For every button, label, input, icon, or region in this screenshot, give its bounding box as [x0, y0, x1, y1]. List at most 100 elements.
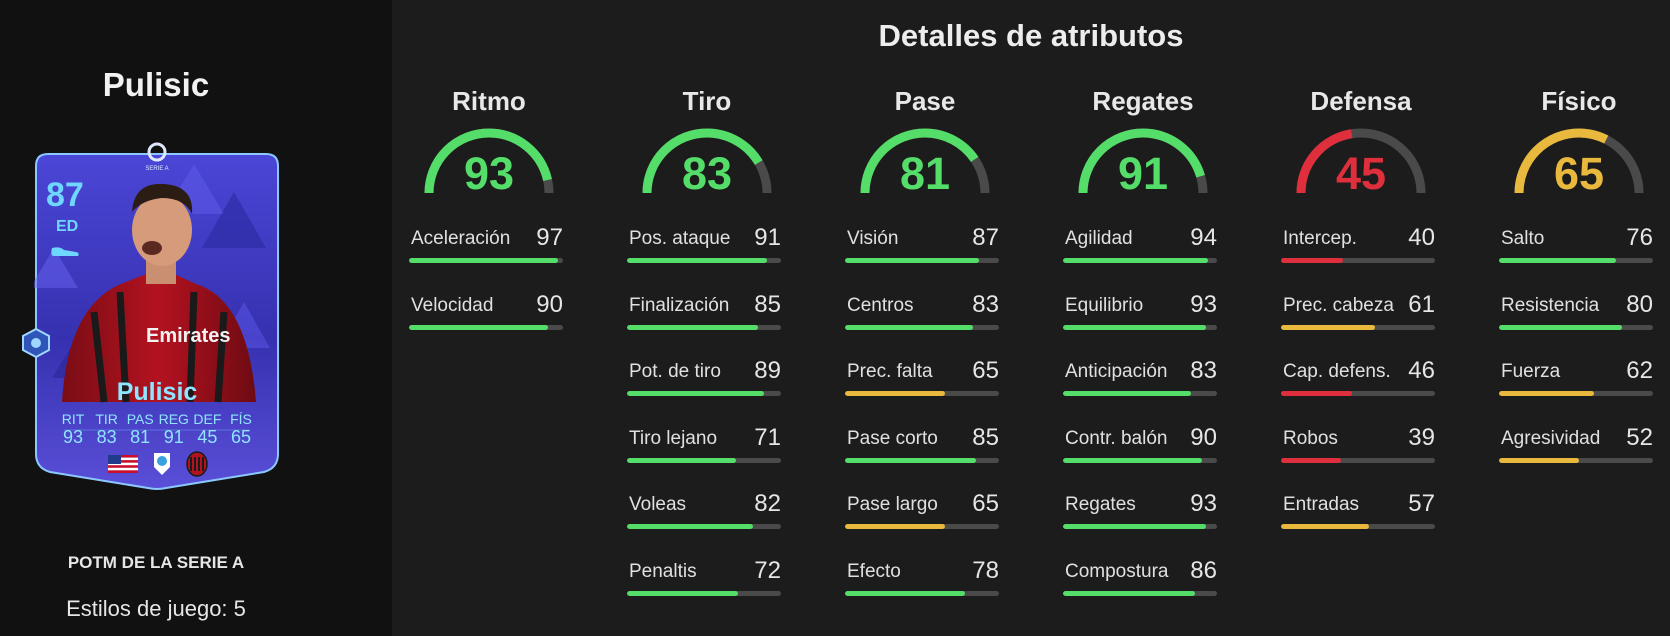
stat-bar — [845, 591, 999, 596]
stat-label: Prec. falta — [847, 361, 933, 382]
card-stat-value: 93 — [62, 427, 84, 447]
stat-bar — [845, 524, 999, 529]
stat-bar-fill — [1499, 325, 1623, 330]
stat-label: Pase largo — [847, 494, 938, 515]
stat-label: Finalización — [629, 295, 730, 316]
stat-value: 71 — [754, 424, 781, 451]
stat-row: Fuerza 62 — [1499, 357, 1659, 421]
stat-label: Prec. cabeza — [1283, 295, 1394, 316]
stat-bar-fill — [1281, 325, 1375, 330]
stat-row: Velocidad 90 — [409, 291, 569, 355]
stat-value: 62 — [1626, 357, 1653, 384]
group-title: Tiro — [682, 86, 732, 116]
stat-label: Efecto — [847, 561, 901, 582]
attribute-group-3: Regates 91 Agilidad 94 Equilibrio 93 Anticipac… — [1063, 86, 1223, 636]
stat-bar — [1281, 458, 1435, 463]
stat-bar-fill — [1499, 458, 1580, 463]
stat-value: 85 — [754, 291, 781, 318]
stat-bar-fill — [845, 524, 946, 529]
stat-bar-fill — [1063, 258, 1208, 263]
stat-bar-fill — [845, 258, 979, 263]
stat-value: 93 — [1190, 490, 1217, 517]
stat-bar-fill — [1063, 325, 1207, 330]
stat-row: Pase largo 65 — [845, 490, 1005, 554]
stat-value: 94 — [1190, 224, 1217, 251]
club-crest-icon — [186, 451, 208, 477]
group-title: Ritmo — [452, 86, 526, 116]
stat-bar-fill — [845, 458, 976, 463]
stat-bar-fill — [845, 391, 946, 396]
stat-label: Resistencia — [1501, 295, 1600, 316]
stat-row: Visión 87 — [845, 224, 1005, 288]
stat-label: Voleas — [629, 494, 687, 515]
attribute-group-2: Pase 81 Visión 87 Centros 83 Prec. falta 65 Pase… — [845, 86, 1005, 636]
stat-bar-fill — [627, 391, 765, 396]
stat-bar — [1499, 458, 1653, 463]
stat-label: Visión — [847, 228, 899, 249]
stat-row: Finalización 85 — [627, 291, 787, 355]
stat-value: 39 — [1408, 424, 1435, 451]
stat-value: 52 — [1626, 424, 1653, 451]
stat-bar — [627, 458, 781, 463]
stat-label: Contr. balón — [1065, 428, 1168, 449]
group-title: Regates — [1092, 86, 1194, 116]
stat-bar — [1063, 524, 1217, 529]
stat-value: 40 — [1408, 224, 1435, 251]
stat-label: Regates — [1065, 494, 1136, 515]
stat-bar-fill — [1499, 258, 1617, 263]
stat-bar — [845, 325, 999, 330]
stat-bar — [1063, 325, 1217, 330]
group-rating: 81 — [899, 148, 951, 199]
stat-label: Compostura — [1065, 561, 1169, 582]
page-title: Detalles de atributos — [878, 18, 1184, 53]
group-rating: 45 — [1335, 148, 1387, 199]
card-background: Emirates — [34, 153, 279, 490]
stat-bar-fill — [1063, 524, 1207, 529]
stat-value: 46 — [1408, 357, 1435, 384]
player-card[interactable]: Emirates — [34, 152, 280, 492]
stat-row: Agresividad 52 — [1499, 424, 1659, 488]
card-stat-value: 83 — [96, 427, 117, 447]
card-stat-value: 81 — [130, 427, 151, 447]
card-position: ED — [56, 218, 79, 235]
stat-value: 83 — [972, 291, 999, 318]
stat-label: Robos — [1283, 428, 1338, 449]
card-stat-label: RIT — [61, 411, 85, 427]
group-gauge: 45 — [1296, 126, 1426, 199]
stat-value: 78 — [972, 557, 999, 584]
stat-row: Equilibrio 93 — [1063, 291, 1223, 355]
card-stat-label: DEF — [193, 411, 222, 427]
stat-bar — [627, 258, 781, 263]
stat-row: Resistencia 80 — [1499, 291, 1659, 355]
card-badges — [108, 451, 208, 477]
stat-bar — [409, 258, 563, 263]
stat-bar — [1281, 391, 1435, 396]
stat-bar-fill — [1063, 591, 1196, 596]
stat-bar-fill — [409, 325, 548, 330]
stat-value: 65 — [972, 490, 999, 517]
stat-value: 93 — [1190, 291, 1217, 318]
stat-label: Pot. de tiro — [629, 361, 721, 382]
stat-row: Cap. defens. 46 — [1281, 357, 1441, 421]
stat-label: Salto — [1501, 228, 1545, 249]
stat-bar — [845, 458, 999, 463]
stat-bar-fill — [1063, 391, 1191, 396]
stat-label: Tiro lejano — [629, 428, 718, 449]
stat-bar — [1063, 391, 1217, 396]
stat-bar — [1281, 325, 1435, 330]
stat-value: 87 — [972, 224, 999, 251]
stat-bar-fill — [845, 591, 966, 596]
stat-value: 82 — [754, 490, 781, 517]
gauge-arc — [860, 128, 990, 194]
stat-bar — [1281, 524, 1435, 529]
group-gauge: 93 — [424, 126, 554, 199]
stat-value: 97 — [536, 224, 563, 251]
stat-bar-fill — [1063, 458, 1202, 463]
playstyles-count: Estilos de juego: 5 — [66, 596, 246, 621]
card-stat-label: TIR — [95, 411, 118, 427]
stat-value: 57 — [1408, 490, 1435, 517]
group-rating: 83 — [681, 148, 733, 199]
stat-label: Agresividad — [1501, 428, 1601, 449]
svg-text:SERIE A: SERIE A — [145, 166, 168, 172]
stat-label: Pase corto — [847, 428, 938, 449]
